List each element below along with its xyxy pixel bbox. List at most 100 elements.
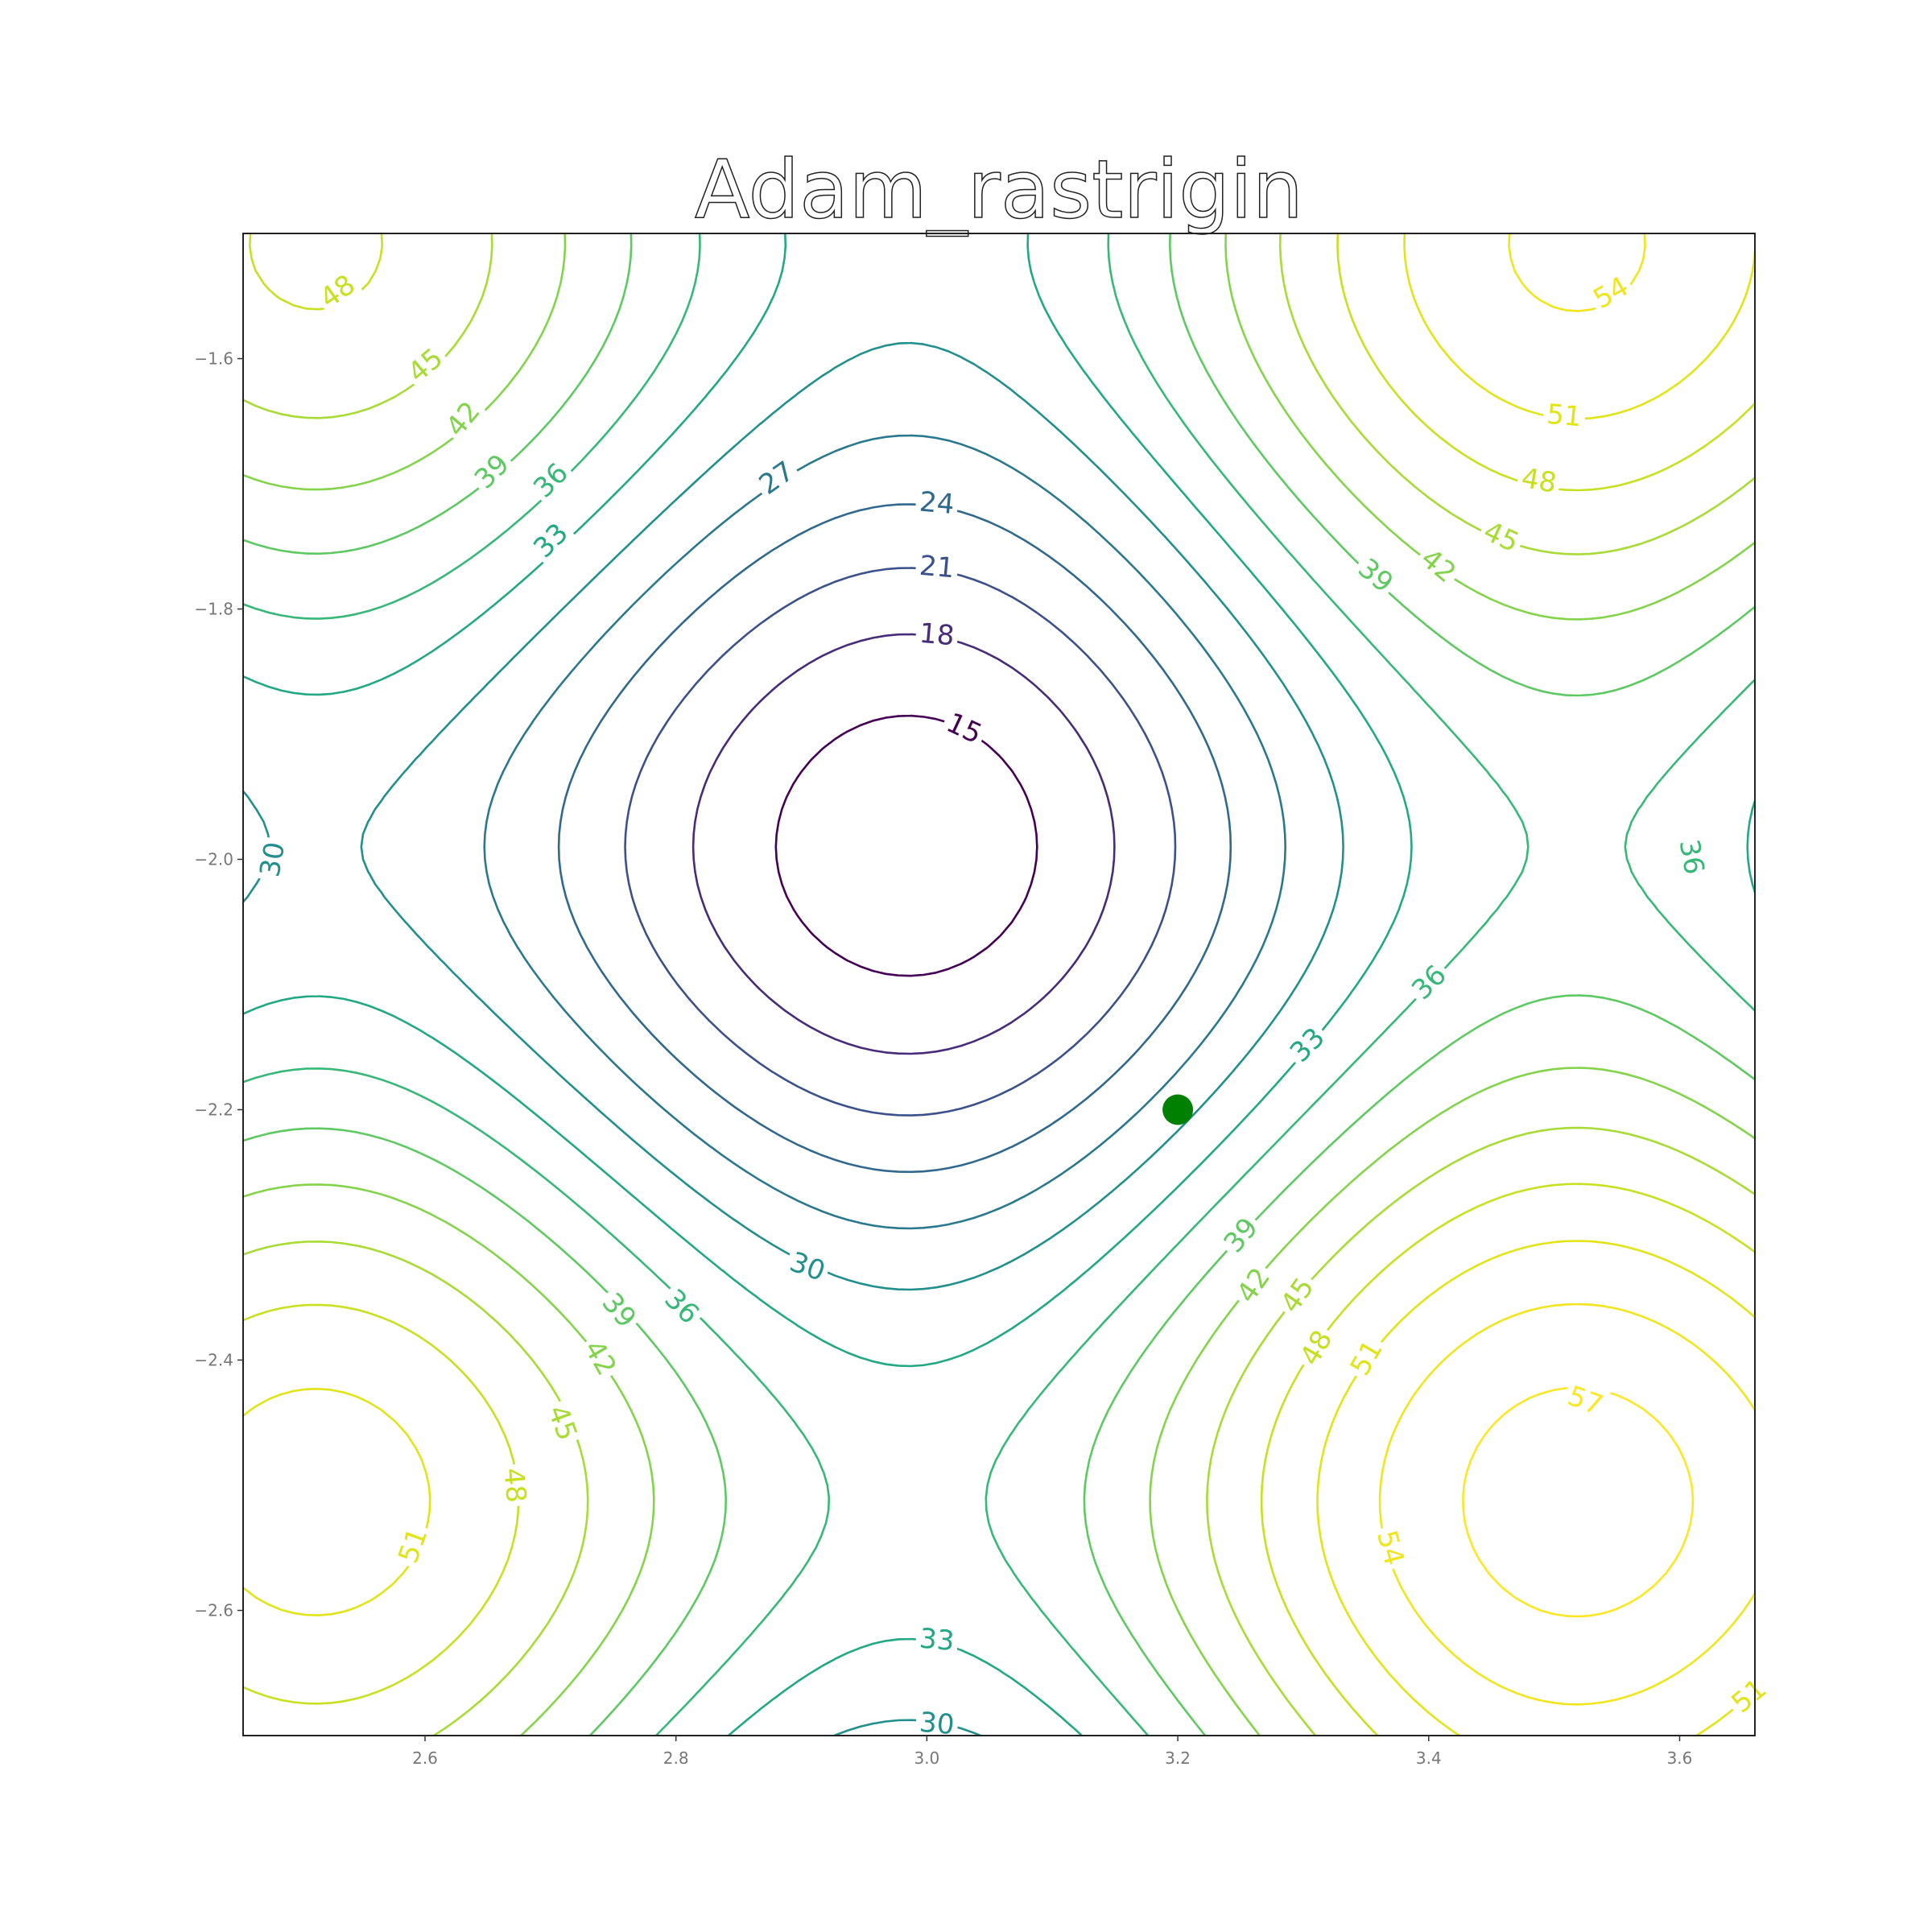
contour-label-backdrop — [389, 1519, 436, 1571]
contour-line-57 — [1462, 1386, 1695, 1618]
contour-label-51: 51 — [389, 1519, 436, 1571]
contour-line-39 — [243, 233, 1755, 1736]
contour-label-45: 45 — [398, 338, 452, 392]
y-tick-label: −2.6 — [194, 1601, 233, 1620]
contour-label-backdrop — [592, 1282, 646, 1337]
contour-label-36: 36 — [655, 1279, 709, 1333]
contour-label-text: 21 — [919, 550, 956, 585]
contour-label-54: 54 — [1368, 1523, 1414, 1573]
contour-label-backdrop — [1475, 512, 1528, 561]
contour-label-15: 15 — [938, 704, 991, 753]
contour-label-24: 24 — [914, 484, 960, 522]
contour-label-backdrop — [914, 615, 960, 653]
contour-label-backdrop — [1515, 460, 1563, 501]
contour-line-18 — [691, 633, 1116, 1055]
contour-label-backdrop — [436, 391, 489, 446]
marker-layer — [1162, 1094, 1194, 1125]
x-tick-label: 2.6 — [412, 1748, 438, 1768]
x-tick-label: 3.6 — [1667, 1748, 1693, 1768]
contour-label-backdrop — [310, 265, 365, 317]
contour-label-text: 42 — [440, 395, 486, 443]
contour-label-backdrop — [914, 1704, 960, 1742]
y-tick-label: −2.4 — [194, 1351, 233, 1370]
contour-label-42: 42 — [436, 391, 489, 446]
contour-label-text: 48 — [497, 1467, 532, 1505]
contour-labels: 1518212427303030333333363636363939393942… — [251, 265, 1776, 1742]
contour-label-backdrop — [1402, 955, 1456, 1009]
contour-label-backdrop — [1214, 1208, 1267, 1262]
contour-label-45: 45 — [539, 1397, 587, 1448]
x-tick-label: 3.2 — [1165, 1748, 1191, 1768]
contour-label-backdrop — [1721, 1669, 1776, 1722]
contour-label-backdrop — [782, 1243, 833, 1290]
contour-label-backdrop — [1280, 1018, 1334, 1071]
contour-label-39: 39 — [1348, 548, 1403, 602]
x-tick-label: 3.0 — [914, 1748, 939, 1768]
contour-label-backdrop — [1559, 1377, 1612, 1423]
contour-label-18: 18 — [914, 615, 960, 653]
contour-line-51 — [243, 233, 1755, 1736]
contour-label-36: 36 — [1402, 955, 1456, 1009]
contour-label-backdrop — [1340, 1331, 1392, 1385]
contour-label-backdrop — [464, 444, 518, 498]
contour-label-text: 45 — [1274, 1272, 1321, 1319]
x-axis: 2.6 2.8 3.0 3.2 3.4 3.6 — [412, 1736, 1692, 1768]
contour-label-backdrop — [914, 484, 960, 522]
contour-label-backdrop — [1542, 396, 1587, 434]
plot-frame — [242, 233, 1756, 1736]
contour-label-text: 48 — [1519, 462, 1559, 500]
contour-label-text: 33 — [527, 517, 575, 564]
contour-label-backdrop — [251, 836, 292, 883]
contour-label-backdrop — [1583, 266, 1637, 318]
contour-line-15 — [774, 714, 1038, 977]
contour-label-51: 51 — [1721, 1669, 1776, 1722]
optimizer-point-marker — [1162, 1094, 1194, 1125]
contour-label-backdrop — [1411, 539, 1466, 592]
x-tick-label: 3.4 — [1416, 1748, 1442, 1768]
y-tick-label: −2.2 — [194, 1100, 233, 1120]
contour-label-backdrop — [497, 1463, 535, 1508]
contour-label-backdrop — [1348, 548, 1403, 602]
contour-label-text: 36 — [527, 457, 575, 505]
chart-title: Adam_rastrigin — [695, 142, 1303, 237]
contour-label-text: 51 — [1725, 1673, 1773, 1719]
contour-label-backdrop — [914, 1620, 960, 1658]
contour-label-backdrop — [914, 547, 960, 585]
contour-line-24 — [557, 503, 1232, 1174]
contour-line-33 — [243, 233, 1755, 1736]
contour-line-36 — [243, 233, 1755, 1736]
contour-label-text: 30 — [254, 840, 291, 880]
contour-label-text: 39 — [469, 448, 516, 496]
contour-label-backdrop — [1270, 1268, 1323, 1322]
contour-label-33: 33 — [523, 513, 578, 568]
contour-label-text: 39 — [596, 1287, 642, 1335]
contour-label-backdrop — [398, 338, 452, 392]
contour-label-backdrop — [523, 513, 578, 568]
contour-line-21 — [624, 567, 1177, 1117]
contour-label-21: 21 — [914, 547, 960, 585]
contour-label-39: 39 — [464, 444, 518, 498]
contour-label-48: 48 — [497, 1463, 535, 1508]
contour-label-backdrop — [1368, 1523, 1414, 1573]
contour-label-text: 24 — [919, 485, 956, 521]
contour-label-backdrop — [539, 1397, 587, 1448]
contour-line-42 — [243, 233, 1755, 1736]
contour-label-30: 30 — [251, 836, 292, 883]
x-tick-label: 2.8 — [663, 1748, 689, 1768]
contour-label-backdrop — [1227, 1257, 1279, 1312]
contour-label-backdrop — [655, 1279, 709, 1333]
contour-line-45 — [243, 233, 1755, 1736]
contour-label-backdrop — [1671, 833, 1713, 881]
contour-label-text: 48 — [1294, 1325, 1339, 1371]
contour-label-51: 51 — [1542, 396, 1587, 434]
y-tick-label: −1.6 — [194, 349, 233, 369]
contour-label-36: 36 — [1671, 833, 1713, 881]
contour-label-text: 45 — [402, 342, 449, 389]
contour-lines — [243, 233, 1755, 1736]
contour-label-36: 36 — [523, 453, 578, 507]
contour-label-backdrop — [1290, 1320, 1341, 1375]
y-tick-label: −2.0 — [194, 850, 233, 869]
contour-label-48: 48 — [1515, 460, 1563, 501]
contour-label-backdrop — [523, 453, 578, 507]
